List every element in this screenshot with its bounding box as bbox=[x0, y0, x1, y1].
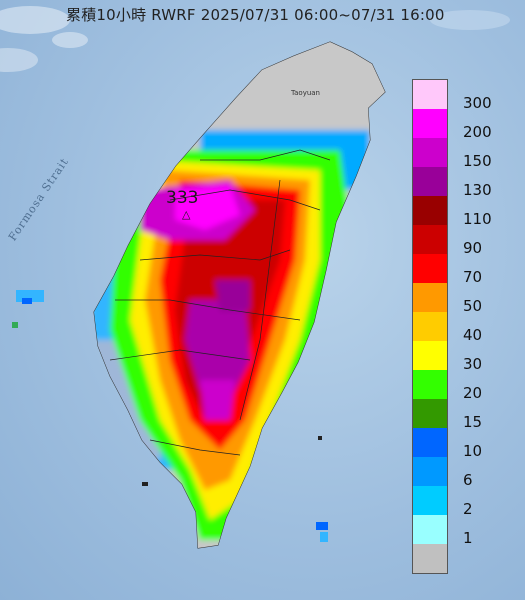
legend-swatch bbox=[413, 167, 447, 196]
legend-swatch bbox=[413, 428, 447, 457]
legend-label: 50 bbox=[463, 297, 483, 315]
legend-label: 40 bbox=[463, 326, 483, 344]
legend-swatch bbox=[413, 341, 447, 370]
legend-label: 110 bbox=[463, 210, 492, 228]
legend-label: 70 bbox=[463, 268, 483, 286]
max-rainfall-value: 333 bbox=[166, 188, 199, 208]
legend-swatch bbox=[413, 80, 447, 109]
legend-label: 20 bbox=[463, 384, 483, 402]
map-title: 累積10小時 RWRF 2025/07/31 06:00~07/31 16:00 bbox=[66, 6, 445, 24]
legend-swatch bbox=[413, 457, 447, 486]
triangle-marker-icon: △ bbox=[182, 208, 191, 221]
legend-swatch bbox=[413, 312, 447, 341]
legend-swatch bbox=[413, 225, 447, 254]
legend-swatch bbox=[413, 138, 447, 167]
legend-swatch bbox=[413, 370, 447, 399]
color-legend bbox=[412, 79, 448, 574]
offshore-islands bbox=[12, 290, 328, 542]
legend-swatch bbox=[413, 486, 447, 515]
legend-label: 200 bbox=[463, 123, 492, 141]
legend-label: 1 bbox=[463, 529, 473, 547]
legend-label: 6 bbox=[463, 471, 473, 489]
legend-swatch bbox=[413, 399, 447, 428]
legend-swatch bbox=[413, 515, 447, 544]
cloud-texture bbox=[0, 6, 510, 72]
legend-label: 2 bbox=[463, 500, 473, 518]
legend-swatch bbox=[413, 544, 447, 573]
legend-swatch bbox=[413, 196, 447, 225]
legend-label: 30 bbox=[463, 355, 483, 373]
legend-label: 300 bbox=[463, 94, 492, 112]
legend-label: 130 bbox=[463, 181, 492, 199]
legend-label: 150 bbox=[463, 152, 492, 170]
city-label: Taoyuan bbox=[291, 89, 320, 97]
legend-label: 15 bbox=[463, 413, 483, 431]
legend-label: 10 bbox=[463, 442, 483, 460]
legend-swatch bbox=[413, 283, 447, 312]
legend-label: 90 bbox=[463, 239, 483, 257]
legend-swatch bbox=[413, 254, 447, 283]
legend-swatch bbox=[413, 109, 447, 138]
